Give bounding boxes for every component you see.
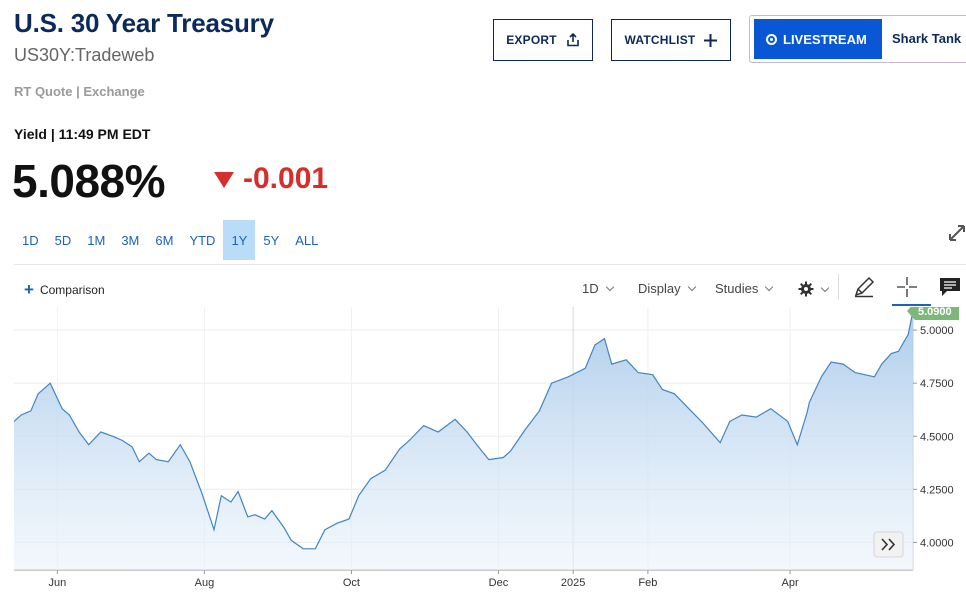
- last-value-label: 5.0900: [918, 307, 952, 318]
- toolbar-divider: [838, 274, 839, 300]
- y-tick-label: 4.7500: [920, 378, 954, 390]
- studies-label: Studies: [715, 281, 759, 296]
- range-1m[interactable]: 1M: [87, 232, 106, 248]
- range-1d[interactable]: 1D: [22, 232, 39, 248]
- x-tick-label: Dec: [489, 577, 509, 589]
- yield-series-line: [13, 310, 914, 550]
- x-tick-label: Oct: [343, 577, 360, 589]
- down-arrow-icon: [214, 172, 234, 188]
- range-1y[interactable]: 1Y: [223, 220, 256, 260]
- yield-area-fill: [14, 311, 913, 570]
- chevron-down-icon: [765, 282, 774, 292]
- range-5d[interactable]: 5D: [54, 232, 72, 248]
- share-icon: [566, 33, 579, 47]
- plus-icon: [704, 33, 718, 47]
- x-tick-label: 2025: [561, 577, 585, 589]
- quote-source-label: RT Quote | Exchange: [14, 84, 145, 99]
- divider: [14, 264, 966, 265]
- comparison-button[interactable]: + Comparison: [24, 280, 105, 299]
- comment-icon[interactable]: [938, 276, 962, 298]
- yield-time-label: Yield | 11:49 PM EDT: [14, 126, 151, 142]
- time-range-selector: 1D 5D 1M 3M 6M YTD 1Y 5Y ALL: [14, 220, 326, 260]
- interval-label: 1D: [582, 281, 599, 296]
- livestream-label: LIVESTREAM: [783, 31, 867, 47]
- gear-icon: [798, 281, 814, 297]
- range-ytd[interactable]: YTD: [189, 232, 216, 248]
- comparison-label: Comparison: [39, 283, 105, 297]
- x-tick-label: Aug: [195, 577, 215, 589]
- range-6m[interactable]: 6M: [155, 232, 174, 248]
- price-change: -0.001: [243, 162, 329, 195]
- watchlist-label: WATCHLIST: [624, 33, 696, 47]
- last-price: 5.088%: [12, 155, 166, 207]
- double-chevron-right-icon: [881, 538, 896, 551]
- watchlist-button[interactable]: WATCHLIST: [611, 19, 731, 61]
- x-tick-label: Apr: [782, 577, 799, 589]
- last-value-badge: 5.0900: [907, 307, 959, 320]
- y-tick-label: 4.5000: [920, 431, 954, 443]
- y-tick-label: 4.2500: [920, 484, 954, 496]
- pencil-icon[interactable]: [852, 276, 876, 298]
- crosshair-active-indicator: [892, 304, 931, 306]
- yield-chart[interactable]: 4.0000 4.2500 4.5000 4.7500 5.0000 Jun Aug Oct…: [0, 307, 966, 599]
- display-dropdown[interactable]: Display: [638, 281, 696, 296]
- crosshair-icon[interactable]: [895, 276, 919, 298]
- y-tick-label: 4.0000: [920, 537, 954, 549]
- symbol-label: US30Y:Tradeweb: [14, 45, 155, 65]
- x-tick-label: Feb: [638, 577, 657, 589]
- livestream-show-title[interactable]: Shark Tank: [892, 31, 962, 46]
- export-button[interactable]: EXPORT: [493, 19, 593, 61]
- scroll-forward-button[interactable]: [873, 531, 904, 558]
- settings-dropdown[interactable]: [798, 281, 830, 297]
- expand-icon[interactable]: [946, 222, 966, 244]
- page-title: U.S. 30 Year Treasury: [14, 8, 274, 38]
- x-tick-label: Jun: [49, 577, 67, 589]
- chevron-down-icon: [687, 282, 696, 292]
- chevron-down-icon: [820, 283, 830, 292]
- export-label: EXPORT: [506, 33, 557, 47]
- plus-icon: +: [24, 280, 34, 299]
- live-dot-icon: [766, 33, 777, 45]
- studies-dropdown[interactable]: Studies: [715, 281, 774, 296]
- range-all[interactable]: ALL: [295, 232, 319, 248]
- chevron-down-icon: [605, 282, 614, 292]
- livestream-banner[interactable]: LIVESTREAM Shark Tank: [749, 15, 966, 63]
- range-3m[interactable]: 3M: [121, 232, 140, 248]
- livestream-button[interactable]: LIVESTREAM: [754, 19, 882, 59]
- interval-dropdown[interactable]: 1D: [582, 281, 614, 296]
- display-label: Display: [638, 281, 681, 296]
- y-tick-label: 5.0000: [920, 325, 954, 337]
- range-5y[interactable]: 5Y: [263, 232, 280, 248]
